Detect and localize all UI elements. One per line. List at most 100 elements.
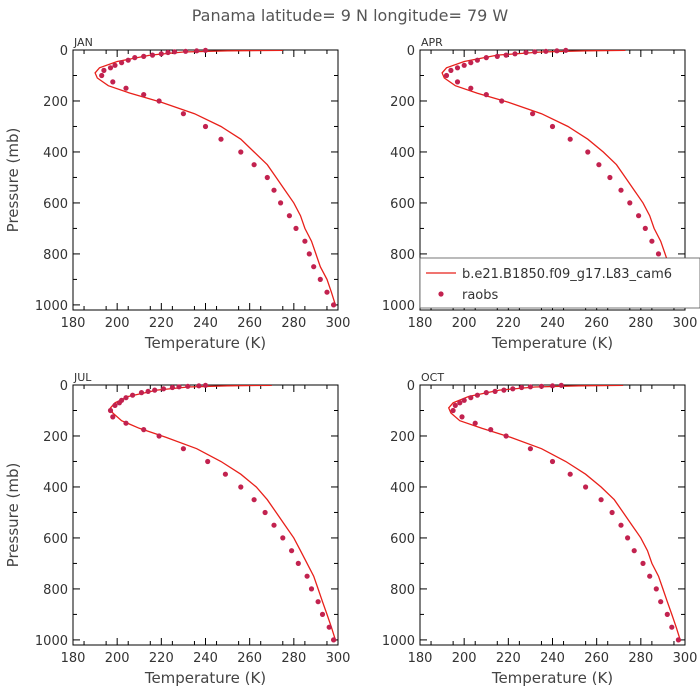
raobs-point (289, 548, 295, 554)
raobs-point (202, 382, 209, 388)
raobs-point (527, 446, 534, 452)
raobs-point (141, 53, 147, 60)
raobs-point (304, 573, 310, 579)
raobs-point (326, 624, 332, 630)
x-tick-label: 280 (281, 651, 306, 666)
model-profile-line (447, 385, 682, 642)
raobs-point (205, 458, 211, 465)
raobs-point (457, 400, 463, 406)
raobs-point (625, 535, 631, 541)
raobs-point (567, 136, 573, 142)
raobs-point (459, 414, 465, 420)
raobs-point (202, 123, 209, 130)
x-tick-label: 220 (149, 316, 174, 331)
raobs-point (655, 251, 662, 257)
raobs-point (218, 136, 224, 142)
raobs-point (549, 123, 556, 130)
raobs-point (138, 390, 145, 396)
chart-panel-oct: 180 200 220 240 260 280 300 0 200 400 600 800 1000 OC… (382, 371, 698, 687)
raobs-point (110, 79, 116, 85)
raobs-point (642, 225, 648, 231)
x-tick-label: 300 (326, 651, 351, 666)
raobs-point (461, 62, 467, 68)
y-tick-label: 200 (390, 95, 415, 110)
x-tick-label: 220 (149, 651, 174, 666)
x-tick-label: 240 (540, 651, 565, 666)
x-tick-label: 300 (673, 316, 698, 331)
raobs-point (631, 548, 637, 554)
x-tick-label: 260 (584, 316, 609, 331)
x-tick-label: 260 (237, 651, 262, 666)
raobs-point (331, 637, 337, 643)
raobs-point (141, 427, 147, 433)
raobs-point (176, 384, 182, 390)
raobs-point (271, 187, 277, 193)
raobs-point (443, 72, 450, 79)
raobs-point (499, 98, 505, 104)
raobs-point (145, 388, 151, 394)
raobs-point (125, 57, 131, 63)
raobs-point (202, 47, 209, 53)
raobs-point (618, 522, 624, 528)
raobs-point (472, 420, 478, 426)
raobs-point (448, 67, 454, 73)
raobs-point (152, 387, 158, 393)
chart-panel-jan: 180 200 220 240 260 280 300 0 200 400 600 800 1000 JA… (4, 36, 350, 352)
y-tick-label: 400 (390, 481, 415, 496)
y-tick-label: 600 (43, 532, 68, 547)
legend-box (419, 257, 700, 309)
x-tick-label: 220 (496, 316, 521, 331)
x-tick-label: 180 (408, 651, 433, 666)
raobs-point (123, 85, 129, 91)
raobs-point (474, 392, 480, 398)
raobs-point (331, 302, 337, 308)
raobs-point (262, 509, 268, 516)
x-axis-label: Temperature (K) (491, 334, 613, 352)
plot-frame (72, 49, 339, 311)
x-tick-label: 200 (105, 316, 130, 331)
raobs-point (452, 402, 458, 408)
raobs-point (461, 397, 467, 403)
y-tick-label: 600 (43, 197, 68, 212)
raobs-point (503, 52, 509, 58)
y-tick-label: 0 (407, 379, 415, 394)
raobs-point (123, 420, 129, 426)
raobs-point (196, 383, 202, 389)
chart-panel-apr: 180 200 220 240 260 280 300 0 200 400 600 800 1000 AP… (382, 36, 700, 352)
raobs-point (271, 522, 277, 528)
raobs-point (609, 509, 615, 516)
raobs-point (132, 55, 138, 61)
raobs-point (549, 383, 556, 389)
panel-label: OCT (421, 371, 444, 384)
y-tick-label: 0 (407, 44, 415, 59)
x-tick-label: 180 (61, 316, 86, 331)
raobs-point (119, 60, 125, 66)
x-tick-label: 200 (105, 651, 130, 666)
raobs-point (238, 149, 244, 155)
raobs-point (567, 471, 573, 477)
raobs-point (483, 55, 489, 61)
y-tick-label: 1000 (35, 299, 68, 314)
raobs-point (183, 48, 189, 54)
raobs-point (324, 289, 330, 295)
x-tick-label: 240 (540, 316, 565, 331)
plot-frame (419, 384, 686, 646)
x-tick-label: 260 (237, 316, 262, 331)
raobs-point (180, 111, 186, 117)
y-tick-label: 400 (43, 481, 68, 496)
y-tick-label: 400 (43, 146, 68, 161)
y-tick-label: 400 (390, 146, 415, 161)
raobs-point (295, 560, 301, 567)
raobs-point (264, 174, 270, 181)
y-tick-label: 200 (43, 430, 68, 445)
raobs-point (483, 92, 489, 98)
raobs-point (286, 213, 292, 219)
raobs-point (99, 72, 105, 79)
x-tick-label: 300 (673, 651, 698, 666)
raobs-point (532, 49, 538, 55)
raobs-point (488, 427, 494, 433)
raobs-point (468, 85, 474, 91)
panel-label: JAN (73, 36, 93, 49)
raobs-point (110, 414, 116, 420)
